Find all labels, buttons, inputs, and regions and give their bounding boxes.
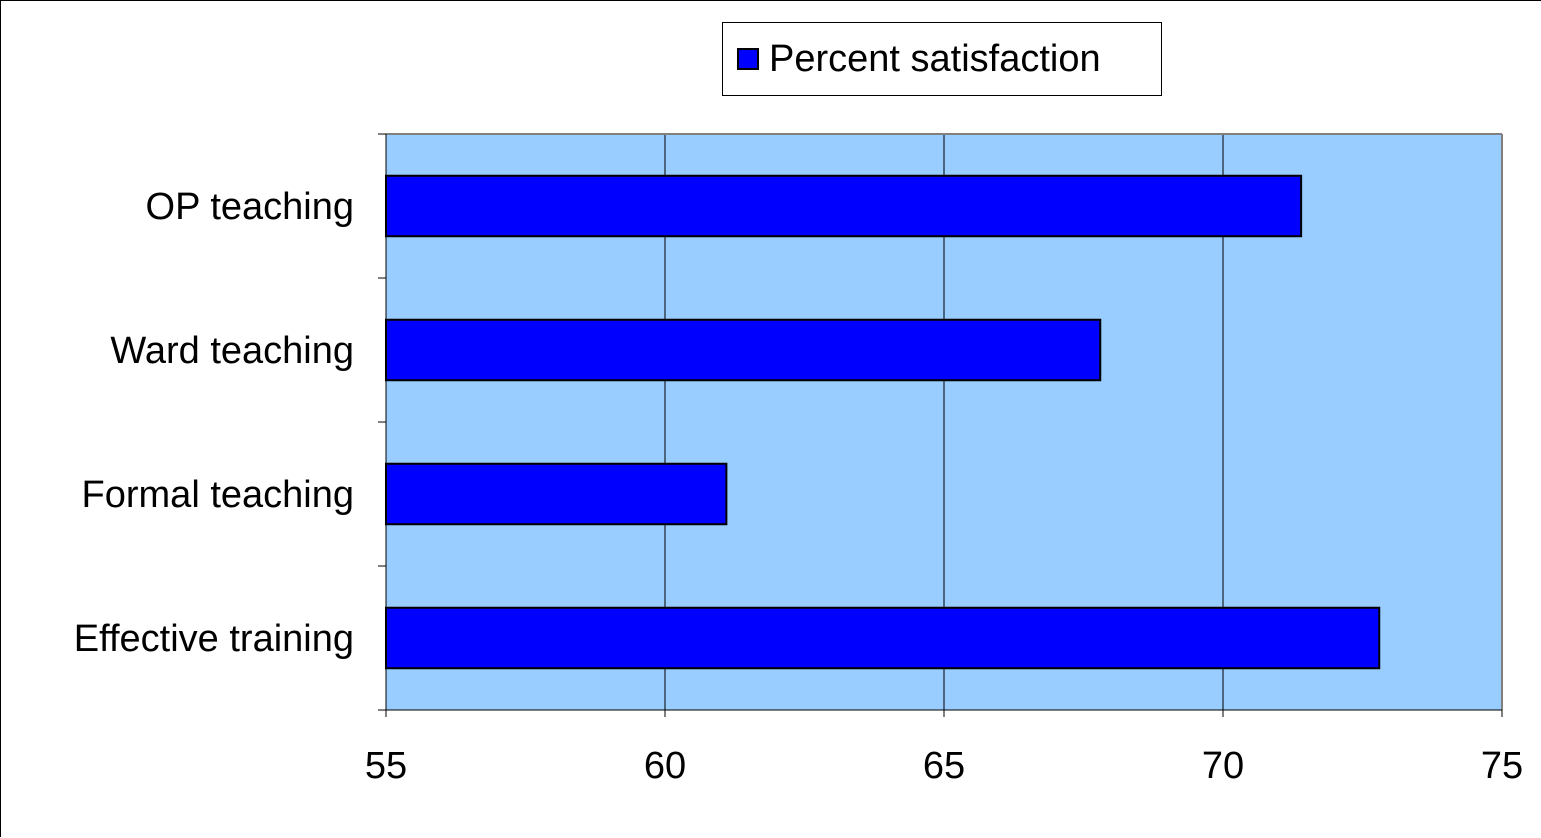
x-tick-label: 55 [365,745,407,787]
category-label: Effective training [74,618,354,660]
x-tick-label: 65 [923,745,965,787]
category-label: OP teaching [146,186,354,228]
x-tick-label: 60 [644,745,686,787]
chart-legend: Percent satisfaction [722,22,1162,96]
x-tick-label: 75 [1481,745,1523,787]
category-label: Formal teaching [82,474,354,516]
bar [385,174,1303,238]
legend-swatch [737,48,759,70]
category-label: Ward teaching [110,330,354,372]
bar [385,318,1102,382]
bar [385,462,728,526]
x-tick-label: 70 [1202,745,1244,787]
bar [385,606,1381,670]
legend-label: Percent satisfaction [769,37,1101,80]
